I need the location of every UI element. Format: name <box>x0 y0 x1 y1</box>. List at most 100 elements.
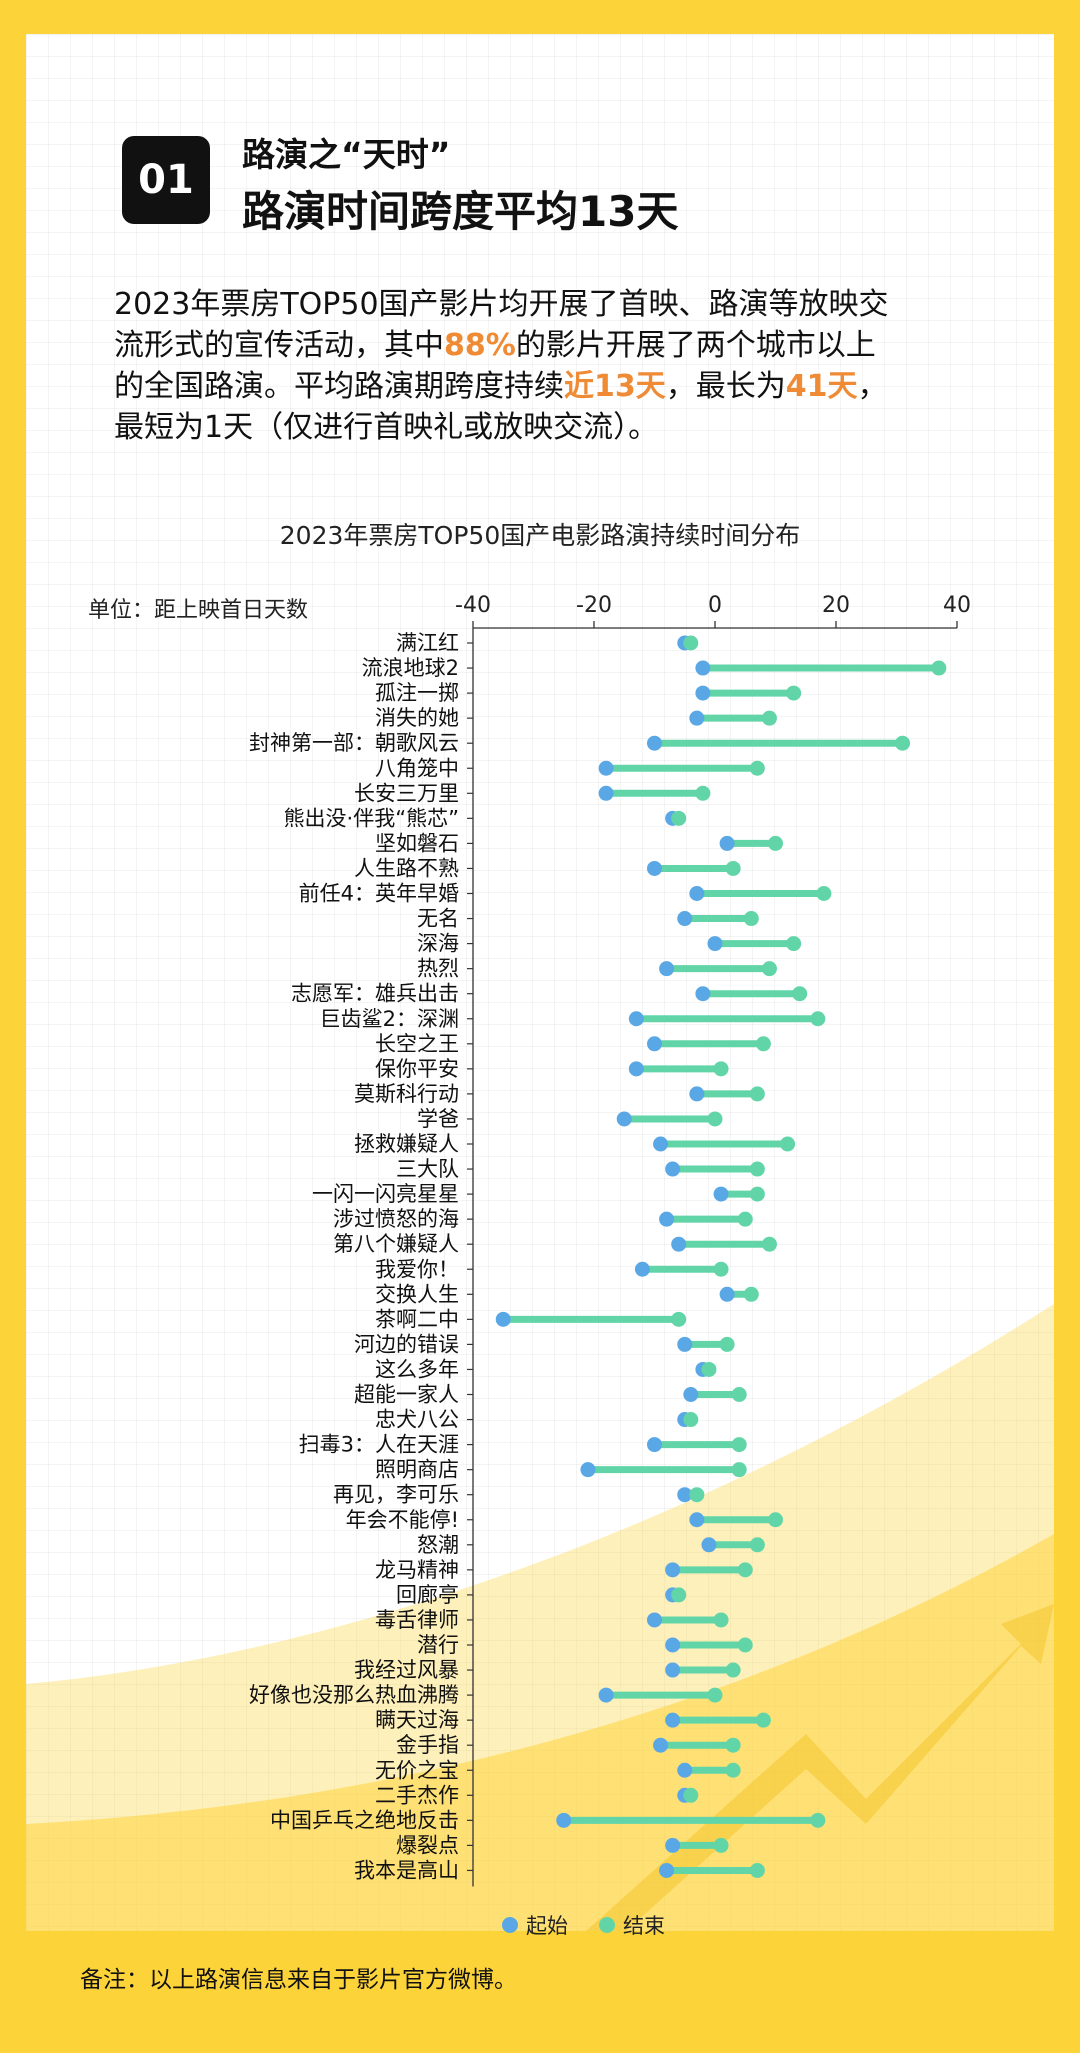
end-point <box>725 1762 741 1778</box>
section-title: 路演时间跨度平均13天 <box>242 187 679 236</box>
end-point <box>701 1361 717 1377</box>
start-point <box>647 1612 662 1628</box>
category-label: 爆裂点 <box>396 1833 459 1857</box>
category-label: 涉过愤怒的海 <box>333 1207 459 1231</box>
category-label: 回廊亭 <box>396 1583 459 1607</box>
category-label: 熊出没·伴我“熊芯” <box>284 806 459 830</box>
start-point <box>616 1111 632 1127</box>
intro-line-1: 2023年票房TOP50国产影片均开展了首映、路演等放映交 <box>114 287 889 322</box>
start-point <box>634 1261 650 1277</box>
category-label: 人生路不熟 <box>354 856 459 880</box>
category-label: 毒舌律师 <box>375 1608 459 1632</box>
start-point <box>556 1812 572 1828</box>
start-point <box>677 1336 693 1352</box>
category-label: 流浪地球2 <box>362 656 459 680</box>
category-label: 封神第一部：朝歌风云 <box>249 731 459 755</box>
start-point <box>719 1286 735 1302</box>
x-tick-label: -20 <box>576 593 612 618</box>
category-label: 扫毒3：人在天涯 <box>299 1433 459 1457</box>
intro-paragraph: 2023年票房TOP50国产影片均开展了首映、路演等放映交 流形式的宣传活动，其… <box>114 284 1014 448</box>
x-tick-label: 40 <box>943 593 971 618</box>
category-label: 第八个嫌疑人 <box>333 1232 459 1256</box>
highlight-percentage: 88% <box>444 328 516 363</box>
end-point <box>761 961 777 977</box>
end-point <box>683 1412 699 1428</box>
start-point <box>677 1762 693 1778</box>
category-label: 超能一家人 <box>354 1383 459 1407</box>
category-label: 忠犬八公 <box>375 1408 459 1432</box>
end-point <box>725 1662 741 1678</box>
start-point <box>665 1562 681 1578</box>
legend-start-marker <box>502 1917 518 1933</box>
start-point <box>647 1437 662 1453</box>
decorative-arrow <box>586 1604 1054 1931</box>
category-label: 一闪一闪亮星星 <box>312 1182 459 1206</box>
category-label: 满江红 <box>396 631 459 655</box>
category-label: 好像也没那么热血沸腾 <box>249 1683 459 1707</box>
category-label: 二手杰作 <box>375 1783 459 1807</box>
end-point <box>810 1812 826 1828</box>
start-point <box>695 660 711 676</box>
start-point <box>665 1712 681 1728</box>
end-point <box>719 1336 735 1352</box>
end-point <box>713 1612 729 1628</box>
end-point <box>689 1487 705 1503</box>
category-label: 三大队 <box>396 1157 459 1181</box>
start-point <box>695 986 711 1002</box>
start-point <box>653 1737 669 1753</box>
end-point <box>671 810 687 826</box>
content-card <box>26 34 1054 1931</box>
category-label: 坚如磐石 <box>375 831 459 855</box>
intro-line-3: 的全国路演。平均路演期跨度持续近13天，最长为41天， <box>114 366 1014 407</box>
end-point <box>761 710 777 726</box>
category-label: 交换人生 <box>375 1282 459 1306</box>
end-point <box>749 1862 765 1878</box>
end-point <box>737 1211 753 1227</box>
intro-text: ， <box>857 369 888 404</box>
intro-text: 的全国路演。平均路演期跨度持续 <box>114 369 564 404</box>
category-label: 无价之宝 <box>375 1758 459 1782</box>
end-point <box>683 1787 699 1803</box>
category-label: 长空之王 <box>375 1032 459 1056</box>
end-point <box>743 1286 759 1302</box>
category-label: 我爱你！ <box>375 1257 459 1281</box>
end-point <box>792 986 808 1002</box>
end-point <box>737 1562 753 1578</box>
start-point <box>689 1086 705 1102</box>
start-point <box>677 1487 693 1503</box>
end-point <box>695 785 711 801</box>
end-point <box>713 1061 729 1077</box>
start-point <box>647 1036 662 1052</box>
end-point <box>816 886 832 901</box>
x-tick-label: 0 <box>708 593 722 618</box>
category-label: 怒潮 <box>417 1533 459 1557</box>
start-point <box>598 760 614 776</box>
section-number-badge: 01 <box>122 136 210 224</box>
start-point <box>628 1061 644 1077</box>
start-point <box>598 1687 614 1703</box>
category-label: 八角笼中 <box>375 756 459 780</box>
intro-text: ，最长为 <box>665 369 786 404</box>
end-point <box>731 1462 747 1478</box>
intro-line-2: 流形式的宣传活动，其中88%的影片开展了两个城市以上 <box>114 325 1014 366</box>
category-label: 热烈 <box>417 957 459 981</box>
end-point <box>786 685 802 701</box>
end-point <box>713 1261 729 1277</box>
decorative-background <box>26 1304 1054 1931</box>
footer-note: 备注：以上路演信息来自于影片官方微博。 <box>80 1967 517 1993</box>
category-label: 我本是高山 <box>354 1858 459 1882</box>
end-point <box>707 1687 723 1703</box>
start-point <box>689 1512 705 1528</box>
end-point <box>737 1637 753 1653</box>
end-point <box>768 1512 783 1528</box>
start-point <box>701 1537 717 1553</box>
end-point <box>810 1011 826 1027</box>
start-point <box>683 1387 699 1402</box>
start-point <box>495 1311 511 1327</box>
start-point <box>707 936 723 952</box>
start-point <box>665 1161 681 1177</box>
end-point <box>755 1036 771 1052</box>
start-point <box>653 1136 669 1152</box>
